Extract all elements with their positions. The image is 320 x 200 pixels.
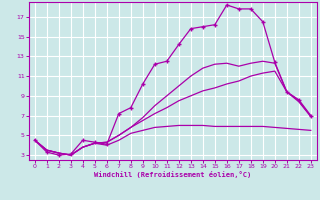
X-axis label: Windchill (Refroidissement éolien,°C): Windchill (Refroidissement éolien,°C)	[94, 171, 252, 178]
